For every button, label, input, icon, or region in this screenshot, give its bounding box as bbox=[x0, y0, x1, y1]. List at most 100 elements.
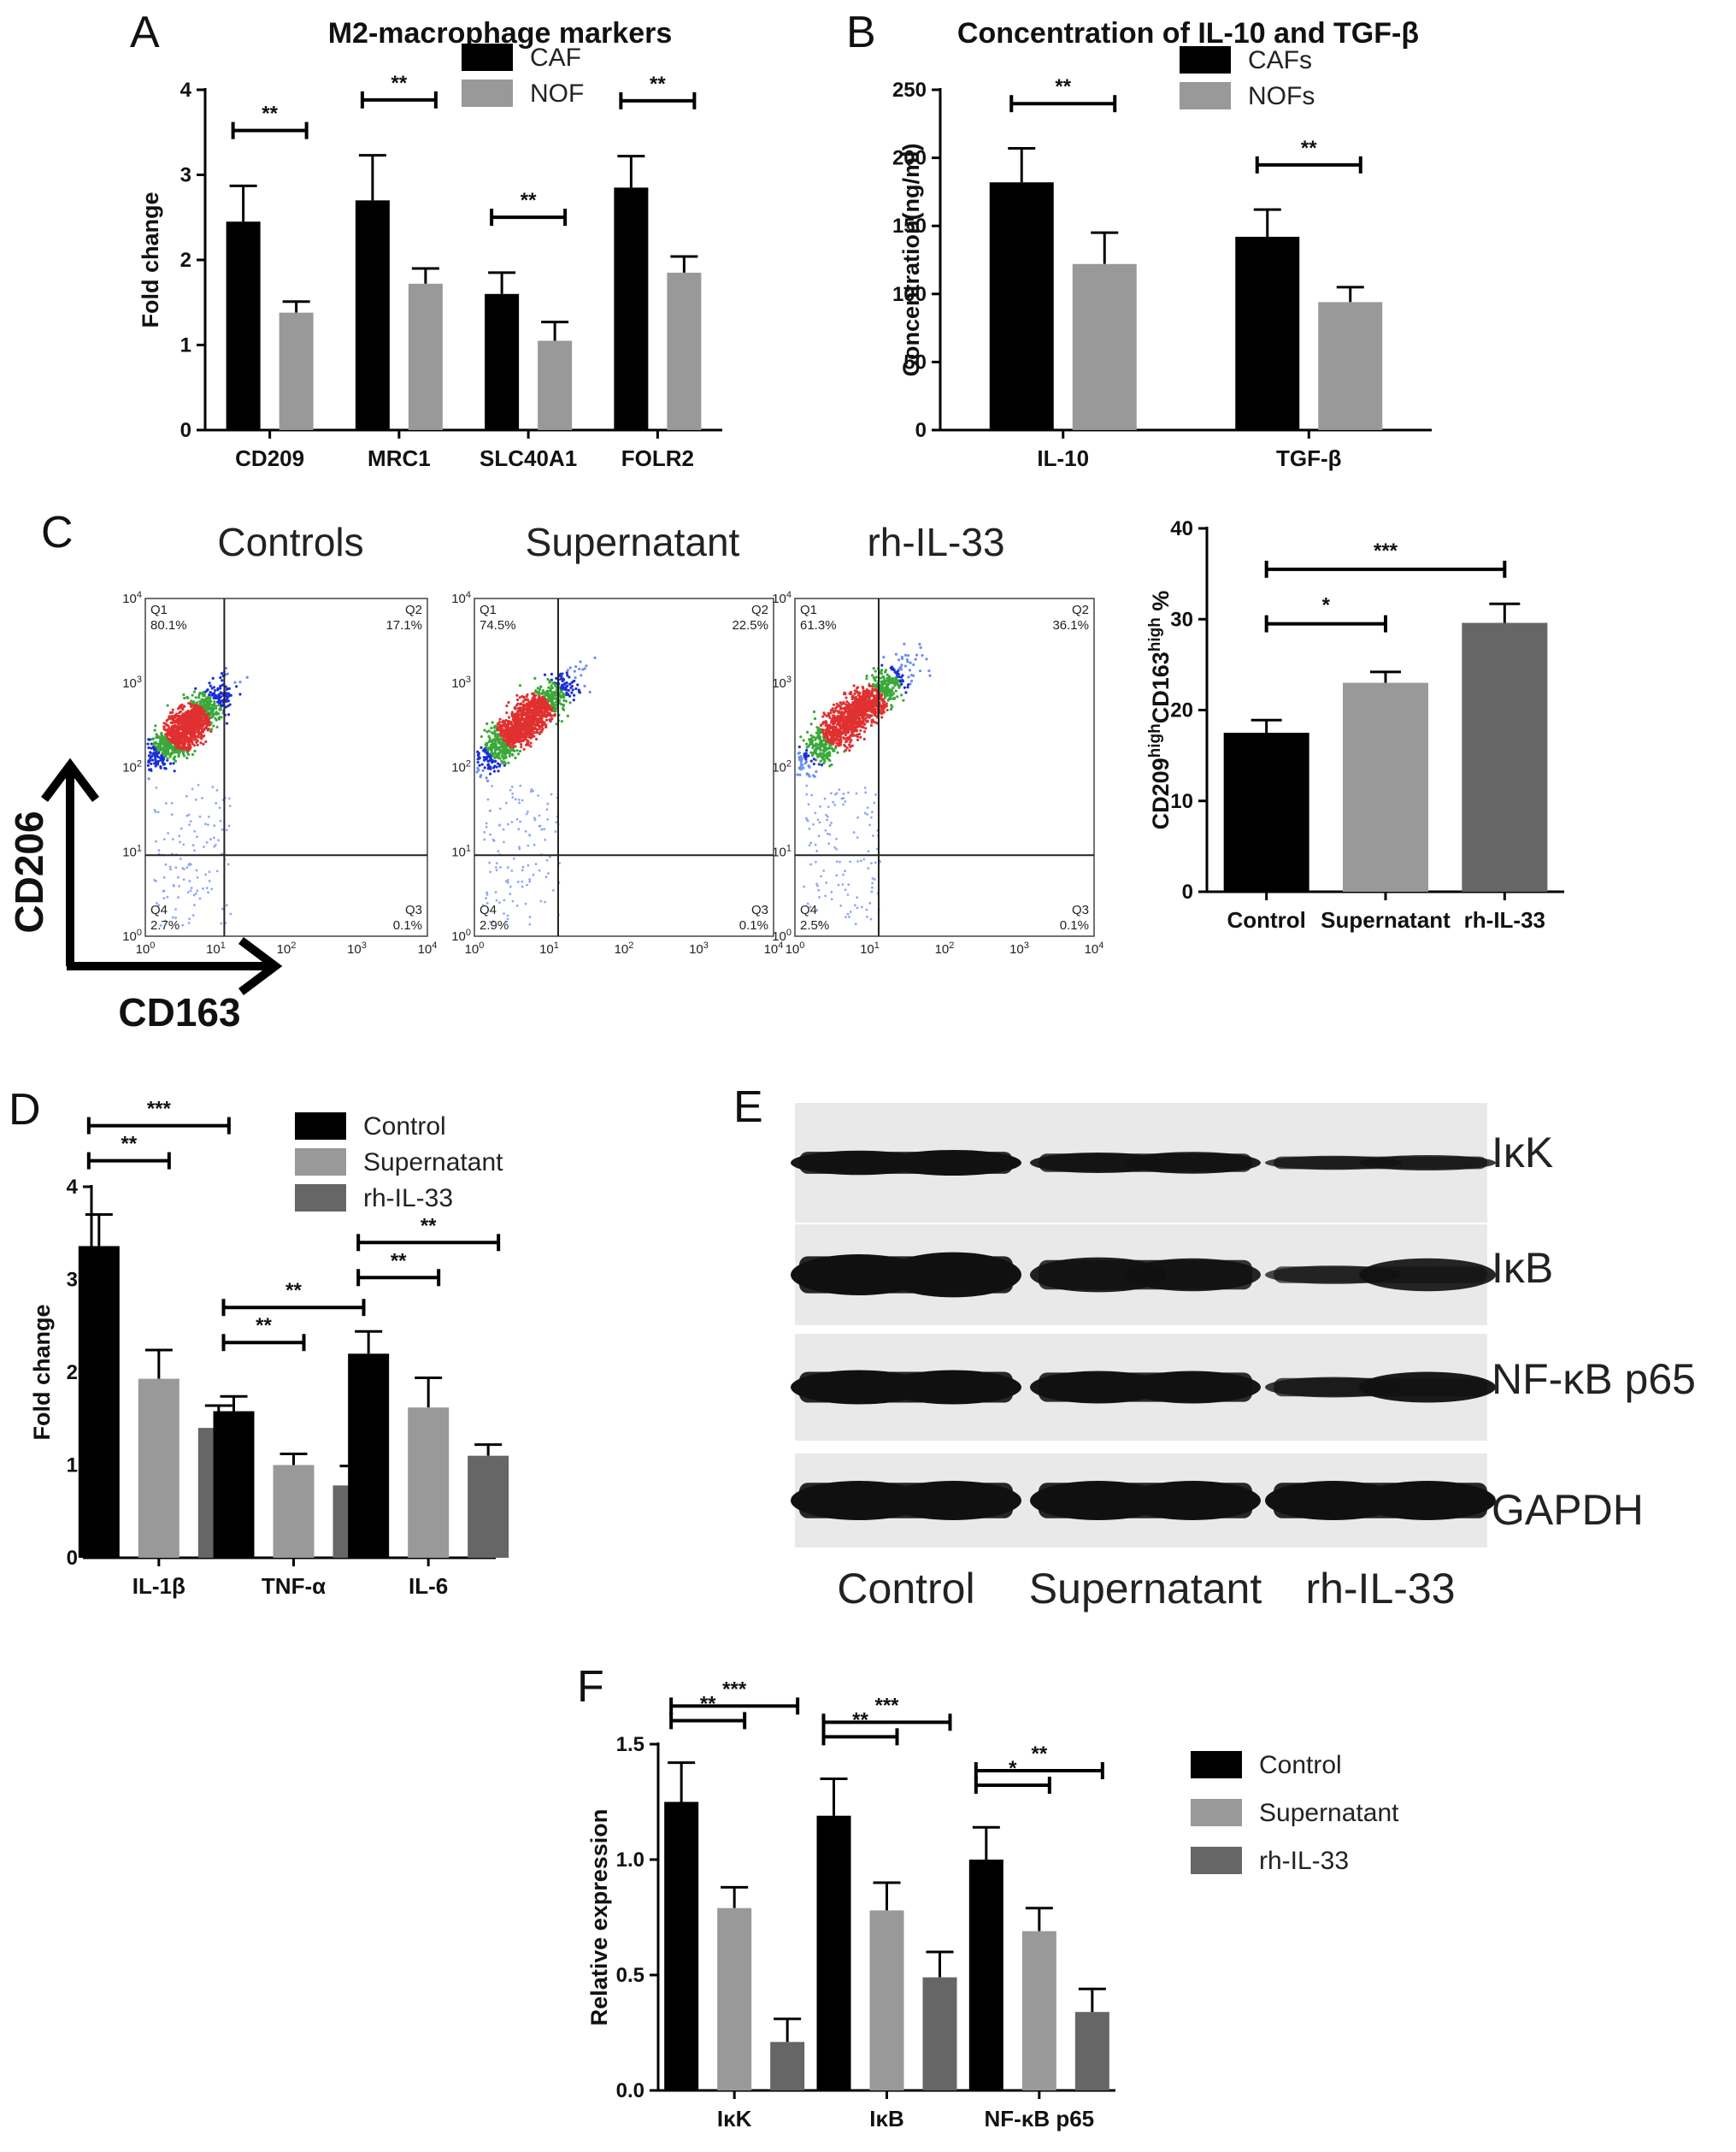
flow-event bbox=[188, 862, 191, 865]
flow-event bbox=[886, 691, 890, 695]
flow-event bbox=[839, 743, 843, 746]
flow-event bbox=[182, 738, 185, 741]
wb-protein-nfkb-p65: NF-κB p65 bbox=[1492, 1355, 1696, 1403]
flow-event bbox=[506, 914, 509, 917]
flow-event bbox=[814, 860, 817, 864]
flow-event bbox=[868, 823, 872, 827]
quadrant-q1-value: 80.1% bbox=[150, 618, 187, 633]
flow-event bbox=[527, 705, 531, 709]
flow-event bbox=[836, 714, 840, 717]
y-tick-label: 250 bbox=[892, 79, 927, 102]
flow-event bbox=[840, 711, 844, 715]
flow-event bbox=[526, 883, 528, 887]
flow-event bbox=[185, 794, 188, 798]
flow-event bbox=[217, 699, 221, 702]
flow-event bbox=[859, 728, 862, 733]
flow-event bbox=[544, 710, 547, 714]
flow-event bbox=[567, 688, 571, 693]
flow-event bbox=[521, 865, 525, 869]
legend-label: NOFs bbox=[1248, 82, 1315, 110]
quadrant-q4-value: 2.5% bbox=[800, 918, 829, 933]
flow-event bbox=[832, 735, 835, 740]
wb-protein-ikb: IκB bbox=[1492, 1244, 1553, 1292]
flow-event bbox=[494, 752, 497, 755]
flow-event bbox=[842, 737, 846, 740]
flow-event bbox=[203, 727, 207, 730]
flow-event bbox=[859, 714, 863, 717]
flow-event bbox=[171, 710, 174, 714]
flow-event bbox=[178, 834, 181, 838]
flow-event bbox=[539, 685, 543, 689]
flow-event bbox=[894, 671, 897, 675]
flow-event bbox=[808, 828, 811, 830]
flow-event bbox=[549, 708, 552, 712]
flow-y-tick: 102 bbox=[451, 759, 471, 775]
flow-event bbox=[568, 675, 571, 679]
flow-event bbox=[519, 702, 522, 706]
flow-event bbox=[814, 745, 818, 748]
flow-event bbox=[485, 776, 488, 780]
legend-label: Control bbox=[1259, 1751, 1342, 1779]
flow-event bbox=[220, 692, 223, 695]
flow-event bbox=[882, 710, 886, 714]
flow-event bbox=[538, 869, 541, 872]
flow-event bbox=[856, 860, 860, 863]
flow-event bbox=[797, 752, 802, 755]
flow-event bbox=[570, 681, 574, 684]
flow-event bbox=[521, 713, 524, 717]
flow-event bbox=[150, 762, 153, 766]
flow-event bbox=[202, 694, 205, 698]
y-tick-label: 2 bbox=[180, 249, 191, 272]
flow-event bbox=[538, 732, 542, 735]
flow-event bbox=[497, 721, 501, 724]
bar bbox=[355, 200, 390, 430]
flow-event bbox=[549, 706, 552, 710]
flow-event bbox=[827, 758, 830, 761]
flow-event bbox=[797, 745, 801, 749]
flow-event bbox=[503, 723, 507, 727]
x-tick-label: NF-κB p65 bbox=[985, 2106, 1095, 2131]
flow-event bbox=[521, 706, 524, 710]
legend-label: Supernatant bbox=[363, 1148, 503, 1176]
flow-x-tick: 104 bbox=[1085, 940, 1104, 957]
flow-event bbox=[809, 841, 812, 845]
flow-event bbox=[847, 791, 850, 794]
flow-event bbox=[156, 763, 160, 766]
panel-label-b: B bbox=[846, 8, 876, 57]
flow-event bbox=[515, 698, 520, 702]
flow-event bbox=[531, 697, 534, 701]
flow-event bbox=[485, 893, 489, 896]
flow-event bbox=[884, 692, 887, 695]
flow-event bbox=[506, 866, 509, 870]
flow-event bbox=[568, 666, 572, 669]
flow-event bbox=[170, 813, 174, 817]
flow-event bbox=[193, 735, 197, 740]
flow-event bbox=[827, 805, 830, 809]
flow-event bbox=[818, 754, 821, 758]
flow-event bbox=[854, 712, 858, 716]
flow-event bbox=[181, 722, 185, 725]
flow-event bbox=[204, 716, 208, 719]
flow-event bbox=[504, 801, 508, 805]
flow-event bbox=[203, 692, 206, 695]
flow-y-tick: 101 bbox=[772, 843, 791, 859]
flow-event bbox=[533, 709, 536, 712]
flow-event bbox=[870, 708, 874, 711]
flow-event bbox=[212, 836, 215, 840]
flow-event bbox=[483, 838, 486, 841]
flow-event bbox=[168, 731, 171, 734]
flow-event bbox=[169, 721, 173, 724]
flow-event bbox=[181, 719, 185, 722]
flow-event bbox=[529, 733, 533, 736]
bar bbox=[273, 1465, 315, 1558]
flow-event bbox=[192, 744, 197, 747]
flow-event bbox=[865, 699, 868, 703]
flow-event bbox=[894, 676, 898, 681]
flow-event bbox=[550, 716, 554, 721]
flow-event bbox=[856, 722, 859, 726]
flow-event bbox=[560, 687, 563, 690]
bar bbox=[408, 283, 443, 430]
flow-event bbox=[164, 755, 168, 758]
flow-event bbox=[817, 727, 821, 730]
